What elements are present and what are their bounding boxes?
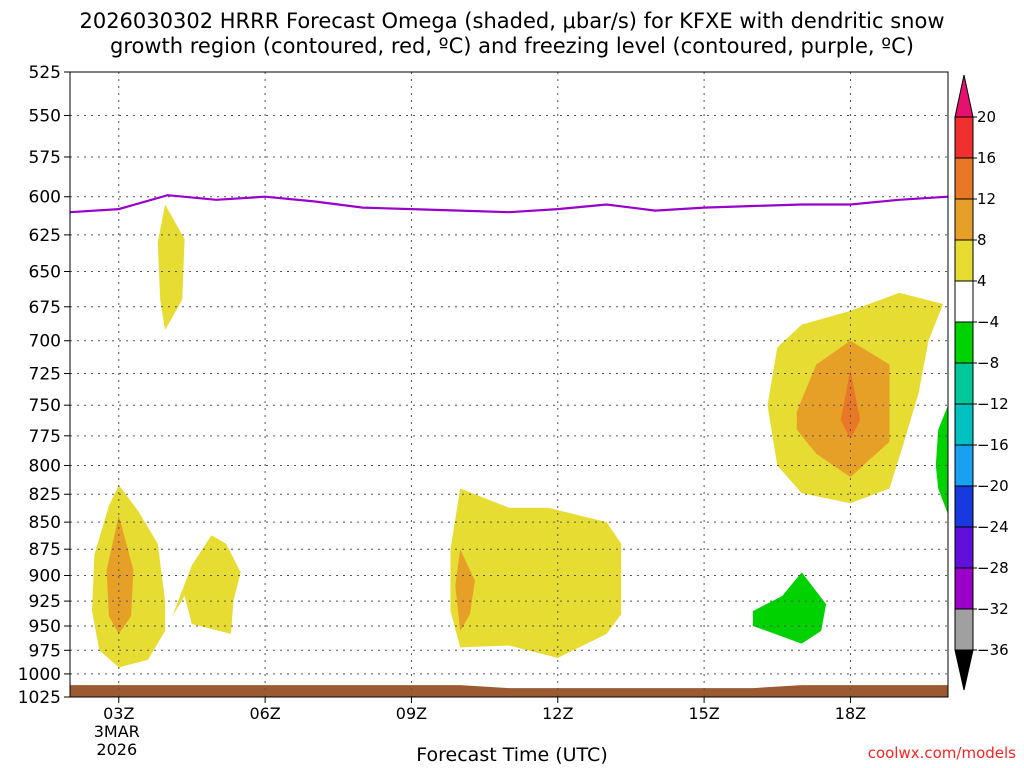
x-tick-year: 2026	[96, 740, 137, 759]
y-tick-label-525: 525	[29, 63, 61, 83]
colorbar-label--28: −28	[977, 559, 1009, 577]
y-tick-label-1000: 1000	[18, 665, 61, 685]
colorbar-label--16: −16	[977, 436, 1009, 454]
y-tick-label-825: 825	[29, 485, 61, 505]
x-tick-label-06Z: 06Z	[249, 704, 280, 723]
colorbar-label-8: 8	[977, 231, 987, 249]
x-tick-date: 3MAR	[94, 722, 140, 741]
colorbar-box	[954, 198, 974, 241]
x-tick-label-15Z: 15Z	[688, 704, 719, 723]
colorbar: 20 16 12 8 4 −4 −8 −12 −16 −20 −24 −28 −32 −36	[954, 74, 1009, 691]
colorbar-box	[954, 403, 974, 446]
colorbar-box	[954, 239, 974, 282]
y-tick-label-800: 800	[29, 456, 61, 476]
colorbar-box	[954, 485, 974, 528]
y-tick-label-700: 700	[29, 332, 61, 352]
y-tick-label-750: 750	[29, 396, 61, 416]
colorbar-label--8: −8	[977, 354, 999, 372]
y-axis: 525 550 575 600 625 650 675 700 725 750 775 800 825 8…	[18, 63, 70, 708]
region-g-green	[935, 405, 948, 515]
y-tick-label-600: 600	[29, 188, 61, 208]
colorbar-box	[954, 321, 974, 364]
credit-link[interactable]: coolwx.com/models	[867, 744, 1016, 762]
y-tick-label-650: 650	[29, 263, 61, 283]
colorbar-label-16: 16	[977, 149, 996, 167]
region-d-yellow	[450, 488, 622, 658]
y-tick-label-950: 950	[29, 617, 61, 637]
chart-title-line-1: 2026030302 HRRR Forecast Omega (shaded, …	[79, 9, 945, 33]
region-a-yellow	[157, 204, 185, 330]
y-tick-label-975: 975	[29, 641, 61, 661]
freezing-level-layer	[69, 194, 949, 214]
colorbar-label-4: 4	[977, 272, 987, 290]
region-e-red	[840, 369, 861, 440]
chart-title-line-2: growth region (contoured, red, ºC) and f…	[110, 34, 914, 58]
surface-layer	[70, 685, 948, 697]
y-tick-label-675: 675	[29, 298, 61, 318]
colorbar-top-arrow	[954, 74, 974, 118]
colorbar-bottom-arrow	[954, 649, 974, 691]
y-tick-label-875: 875	[29, 540, 61, 560]
x-tick-label-12Z: 12Z	[542, 704, 573, 723]
colorbar-box	[954, 362, 974, 405]
colorbar-box	[954, 280, 974, 323]
y-tick-label-1025: 1025	[18, 688, 61, 708]
region-d-orange	[455, 549, 475, 631]
colorbar-box	[954, 444, 974, 487]
colorbar-box	[954, 116, 974, 159]
colorbar-box	[954, 608, 974, 651]
x-tick-label-18Z: 18Z	[835, 704, 866, 723]
region-b-orange	[106, 515, 134, 634]
freezing-level-line	[69, 194, 949, 214]
colorbar-label--20: −20	[977, 477, 1009, 495]
y-tick-label-925: 925	[29, 592, 61, 612]
region-f-green	[752, 572, 827, 644]
omega-shaded-regions	[92, 204, 948, 668]
colorbar-label--36: −36	[977, 641, 1009, 659]
colorbar-box	[954, 567, 974, 610]
surface-fill	[70, 685, 948, 697]
y-tick-label-550: 550	[29, 106, 61, 126]
x-tick-label-03Z: 03Z	[103, 704, 134, 723]
region-c-yellow	[172, 535, 241, 634]
x-tick-label-09Z: 09Z	[396, 704, 427, 723]
x-axis-title: Forecast Time (UTC)	[416, 744, 608, 766]
y-tick-label-575: 575	[29, 148, 61, 168]
y-tick-label-625: 625	[29, 226, 61, 246]
plot-frame	[69, 71, 949, 698]
y-tick-label-775: 775	[29, 427, 61, 447]
colorbar-label-20: 20	[977, 108, 996, 126]
y-tick-label-900: 900	[29, 567, 61, 587]
y-tick-label-850: 850	[29, 513, 61, 533]
colorbar-label--12: −12	[977, 395, 1009, 413]
y-tick-label-725: 725	[29, 365, 61, 385]
colorbar-box	[954, 526, 974, 569]
colorbar-label--32: −32	[977, 600, 1009, 618]
colorbar-box	[954, 157, 974, 200]
colorbar-label--4: −4	[977, 313, 999, 331]
colorbar-label--24: −24	[977, 518, 1009, 536]
colorbar-label-12: 12	[977, 190, 996, 208]
